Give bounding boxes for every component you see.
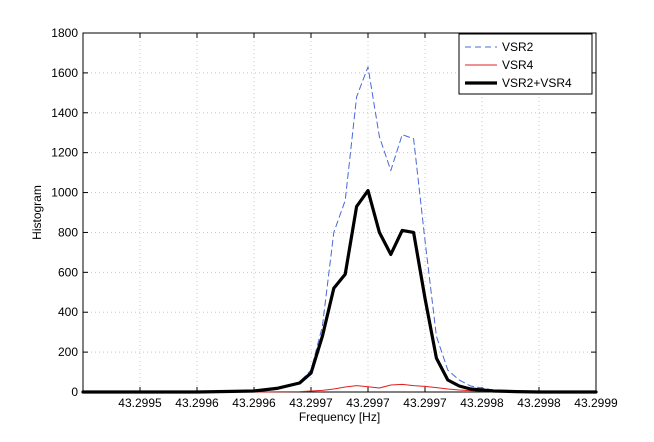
y-tick-label: 1200	[51, 146, 78, 160]
x-axis-label: Frequency [Hz]	[299, 410, 380, 424]
y-tick-label: 1400	[51, 106, 78, 120]
grid	[83, 33, 597, 392]
x-tick-label: 43.2995	[118, 396, 162, 410]
legend: VSR2 VSR4 VSR2+VSR4	[458, 33, 593, 95]
x-tick-label: 43.2996	[175, 396, 219, 410]
x-tick-label: 43.2998	[460, 396, 504, 410]
y-tick-label: 1800	[51, 26, 78, 40]
x-tick-label: 43.2998	[517, 396, 561, 410]
series-group	[81, 66, 598, 394]
x-axis-ticks: 43.2995 43.2996 43.2996 43.2997 43.2997 43.29…	[118, 33, 618, 410]
y-axis-ticks: 0 200 400 600 800 1000 1200 1400 1600 1800	[51, 26, 596, 399]
legend-entry-label: VSR2+VSR4	[502, 76, 572, 90]
plot-frame	[82, 32, 597, 393]
y-tick-label: 400	[58, 305, 78, 319]
series-line-vsr2-vsr4	[81, 189, 598, 394]
x-tick-label: 43.2997	[403, 396, 447, 410]
y-tick-label: 1000	[51, 186, 78, 200]
x-tick-label: 43.2999	[574, 396, 618, 410]
x-tick-label: 43.2997	[289, 396, 333, 410]
x-tick-label: 43.2997	[346, 396, 390, 410]
y-tick-label: 600	[58, 265, 78, 279]
y-tick-label: 200	[58, 345, 78, 359]
series-line-vsr4	[82, 383, 597, 393]
legend-entry-label: VSR2	[502, 40, 534, 54]
x-tick-label: 43.2996	[232, 396, 276, 410]
y-axis-label: Histogram	[30, 185, 44, 240]
y-tick-label: 800	[58, 225, 78, 239]
y-tick-label: 0	[71, 385, 78, 399]
y-tick-label: 1600	[51, 66, 78, 80]
series-line-vsr2	[82, 66, 597, 393]
legend-entry-label: VSR4	[502, 58, 534, 72]
